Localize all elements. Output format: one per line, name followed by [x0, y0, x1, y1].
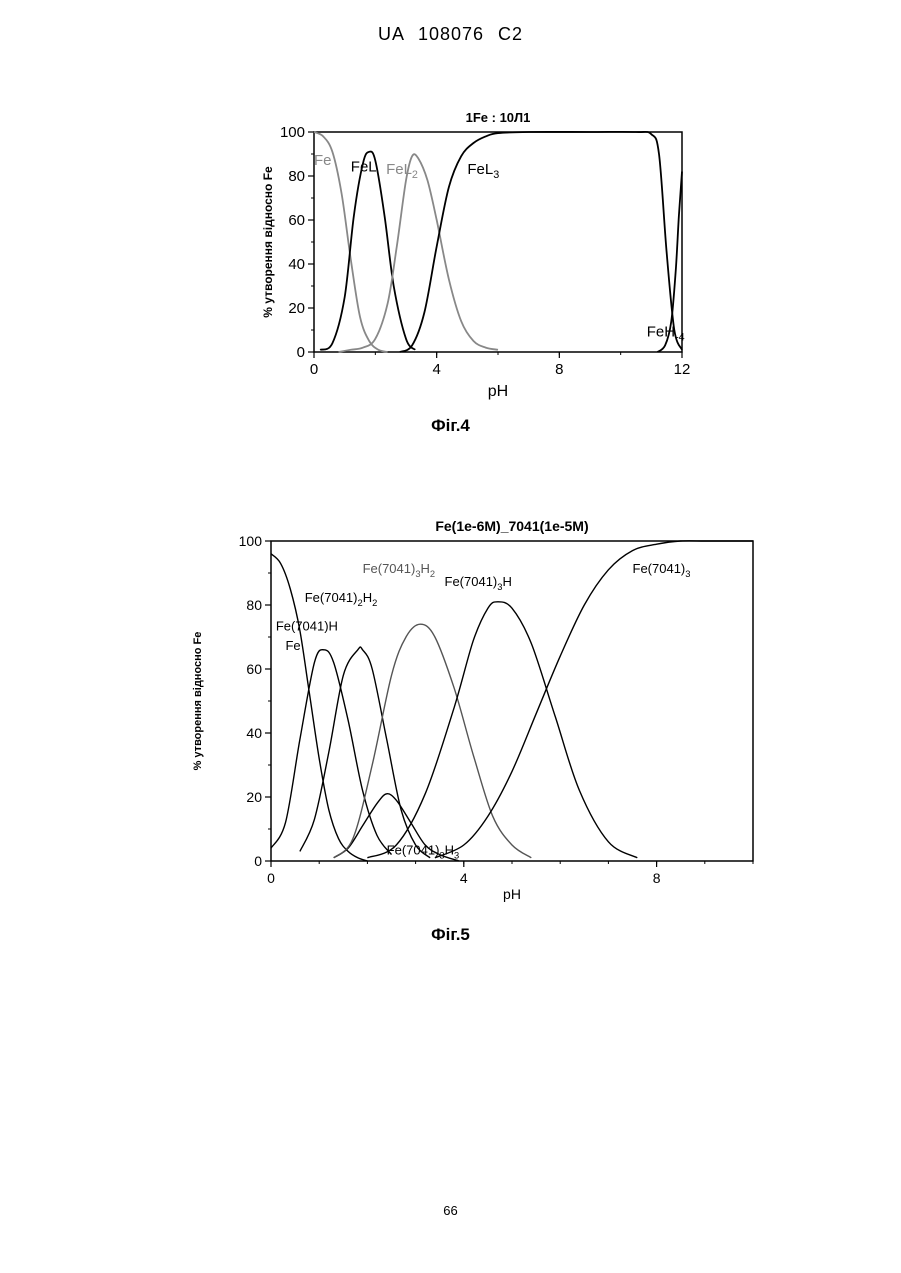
- figure-4-caption: Фіг.4: [0, 416, 901, 436]
- y-tick-label: 20: [246, 789, 262, 805]
- series-line-fe-7041-2h2: [300, 647, 430, 858]
- x-tick-label: 4: [432, 361, 440, 378]
- y-tick-label: 20: [288, 300, 305, 317]
- y-tick-label: 100: [239, 533, 263, 549]
- y-tick-label: 100: [280, 124, 305, 141]
- document-header: UA 108076 C2: [0, 24, 901, 45]
- series-line-fe-7041-3h: [367, 602, 637, 858]
- series-label-fe-7041-2h2: Fe(7041)2H2: [305, 590, 378, 608]
- figure-5-caption: Фіг.5: [0, 925, 901, 945]
- x-tick-label: 0: [310, 361, 318, 378]
- series-label-fe-7041-3h: Fe(7041)3H: [445, 574, 512, 592]
- chart-fig4: 1Fe : 10Л1 0 20 40 60 80 100 0 4 8 12 pH % утворення…: [0, 100, 901, 520]
- chart-fig5: Fe(1e-6M)_7041(1e-5M) 0 20 40 60 80 100 0 4 8 pH % …: [0, 510, 901, 950]
- y-tick-label: 0: [297, 344, 305, 361]
- series-line-fel3: [400, 132, 682, 352]
- y-tick-label: 80: [288, 168, 305, 185]
- series-line-fel2: [339, 154, 499, 352]
- series-line-fe-7041-h: [271, 650, 392, 855]
- series-label-fe-7041-3h2: Fe(7041)3H2: [363, 561, 436, 579]
- x-tick-label: 0: [267, 870, 275, 886]
- series-label-fe: Fe: [314, 152, 332, 169]
- chart-title: Fe(1e-6M)_7041(1e-5M): [435, 518, 588, 534]
- x-axis-label: pH: [488, 383, 508, 400]
- x-tick-label: 12: [674, 361, 691, 378]
- x-tick-label: 8: [555, 361, 563, 378]
- series-label-fe: Fe: [285, 638, 300, 653]
- x-tick-label: 4: [460, 870, 468, 886]
- y-axis-label: % утворення відносно Fe: [261, 166, 275, 318]
- x-tick-label: 8: [653, 870, 661, 886]
- series-label-fe-7041-3: Fe(7041)3: [633, 561, 691, 579]
- y-tick-label: 40: [288, 256, 305, 273]
- series-line-fe-7041-3h2: [334, 624, 532, 858]
- y-tick-label: 40: [246, 725, 262, 741]
- series-line-fel: [320, 152, 415, 350]
- series-label-feh-4: FeH-4: [647, 324, 685, 344]
- y-axis-label: % утворення відносно Fe: [192, 632, 204, 771]
- page-number: 66: [0, 1203, 901, 1218]
- chart-title: 1Fe : 10Л1: [466, 110, 531, 125]
- series-label-fel2: FeL2: [386, 161, 418, 181]
- y-tick-label: 60: [246, 661, 262, 677]
- y-tick-label: 0: [254, 853, 262, 869]
- y-tick-label: 80: [246, 597, 262, 613]
- series-label-fe-7041-h: Fe(7041)H: [276, 619, 338, 634]
- x-axis-label: pH: [503, 886, 521, 902]
- y-tick-label: 60: [288, 212, 305, 229]
- series-label-fel: FeL: [351, 159, 377, 176]
- series-label-fel3: FeL3: [467, 161, 499, 181]
